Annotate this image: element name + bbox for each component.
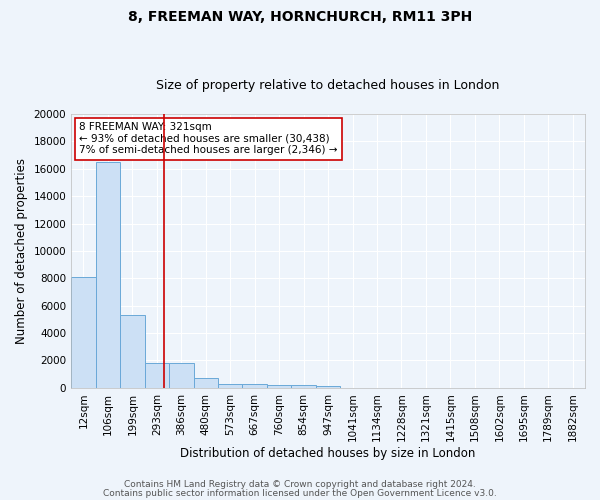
Bar <box>292 386 316 388</box>
Text: Contains HM Land Registry data © Crown copyright and database right 2024.: Contains HM Land Registry data © Crown c… <box>124 480 476 489</box>
Title: Size of property relative to detached houses in London: Size of property relative to detached ho… <box>157 79 500 92</box>
Text: 8 FREEMAN WAY: 321sqm
← 93% of detached houses are smaller (30,438)
7% of semi-d: 8 FREEMAN WAY: 321sqm ← 93% of detached … <box>79 122 337 156</box>
Bar <box>218 384 242 388</box>
Bar <box>267 385 292 388</box>
Bar <box>194 378 218 388</box>
Bar <box>95 162 120 388</box>
Bar <box>145 363 169 388</box>
Bar <box>242 384 267 388</box>
Bar <box>120 316 145 388</box>
Text: Contains public sector information licensed under the Open Government Licence v3: Contains public sector information licen… <box>103 490 497 498</box>
Bar <box>316 386 340 388</box>
Bar <box>71 277 95 388</box>
Y-axis label: Number of detached properties: Number of detached properties <box>15 158 28 344</box>
X-axis label: Distribution of detached houses by size in London: Distribution of detached houses by size … <box>181 447 476 460</box>
Bar <box>169 363 194 388</box>
Text: 8, FREEMAN WAY, HORNCHURCH, RM11 3PH: 8, FREEMAN WAY, HORNCHURCH, RM11 3PH <box>128 10 472 24</box>
